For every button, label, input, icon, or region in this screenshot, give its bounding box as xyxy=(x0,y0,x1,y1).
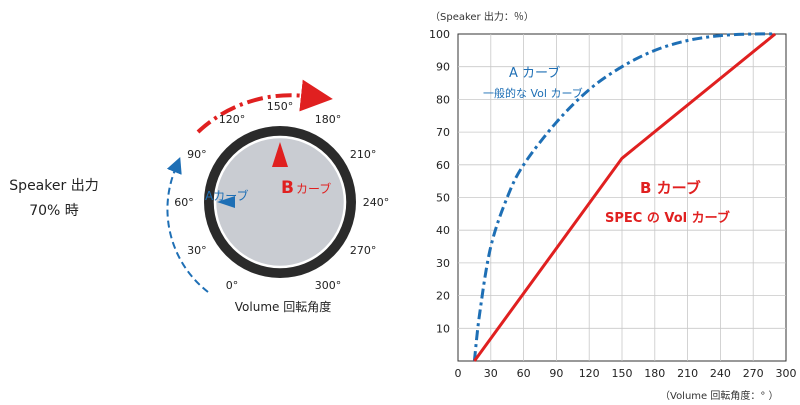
dial-tick-label: 270° xyxy=(350,244,377,257)
y-tick-label: 80 xyxy=(436,93,450,106)
b-curve-marker-letter: B xyxy=(281,178,294,198)
x-tick-label: 30 xyxy=(484,367,498,380)
rotation-arrow-blue xyxy=(166,157,209,293)
x-tick-label: 270 xyxy=(743,367,764,380)
y-tick-label: 60 xyxy=(436,159,450,172)
a-curve-pointer xyxy=(217,196,235,208)
series-line-a xyxy=(472,32,776,362)
y-tick-label: 30 xyxy=(436,257,450,270)
rotation-arrow-red xyxy=(196,79,333,134)
x-tick-label: 300 xyxy=(776,367,797,380)
volume-angle-label: Volume 回転角度 xyxy=(235,299,331,314)
y-tick-label: 10 xyxy=(436,322,450,335)
speaker-percent-label: 70% 時 xyxy=(29,203,79,219)
x-tick-label: 210 xyxy=(677,367,698,380)
x-tick-label: 240 xyxy=(710,367,731,380)
dial-tick-label: 150° xyxy=(267,100,294,113)
dial-tick-label: 120° xyxy=(219,113,246,126)
dial-tick-label: 210° xyxy=(350,148,377,161)
x-tick-label: 0 xyxy=(455,367,462,380)
dial-tick-label: 240° xyxy=(363,196,390,209)
knob-face xyxy=(213,135,347,269)
series-a-annotation: 一般的な Vol カーブ xyxy=(483,86,583,100)
b-curve-pointer xyxy=(272,142,288,167)
y-tick-label: 20 xyxy=(436,290,450,303)
dial-tick-label: 300° xyxy=(315,279,342,292)
volume-knob-diagram: 0°30°60°90°120°150°180°210°240°270°300° … xyxy=(166,79,390,314)
y-axis-label: （Speaker 出力：％） xyxy=(430,10,534,23)
x-tick-label: 120 xyxy=(579,367,600,380)
y-tick-label: 40 xyxy=(436,224,450,237)
y-tick-label: 90 xyxy=(436,61,450,74)
dial-tick-label: 180° xyxy=(315,113,342,126)
series-b-annotation: SPEC の Vol カーブ xyxy=(605,210,730,226)
dial-tick-label: 0° xyxy=(226,279,239,292)
series-b-name: B カーブ xyxy=(640,179,701,197)
dial-tick-label: 30° xyxy=(187,244,207,257)
x-tick-label: 90 xyxy=(549,367,563,380)
series-a-name: A カーブ xyxy=(509,65,560,81)
x-tick-label: 180 xyxy=(644,367,665,380)
y-tick-label: 70 xyxy=(436,126,450,139)
dial-tick-label: 60° xyxy=(174,196,194,209)
y-tick-label: 50 xyxy=(436,192,450,205)
b-curve-marker-label: カーブ xyxy=(296,181,331,196)
x-tick-label: 150 xyxy=(612,367,633,380)
speaker-output-label: Speaker 出力 xyxy=(9,178,99,194)
x-tick-label: 60 xyxy=(517,367,531,380)
volume-curve-chart: 0 30 60 90 120 150 180 210 240 270 300 10 20 30 40 50 6… xyxy=(429,10,797,402)
dial-tick-label: 90° xyxy=(187,148,207,161)
series-line-b xyxy=(473,32,777,362)
x-axis-label: （Volume 回転角度：° ） xyxy=(660,389,779,402)
y-tick-label: 100 xyxy=(429,28,450,41)
a-curve-marker-label: Aカーブ xyxy=(205,188,249,203)
